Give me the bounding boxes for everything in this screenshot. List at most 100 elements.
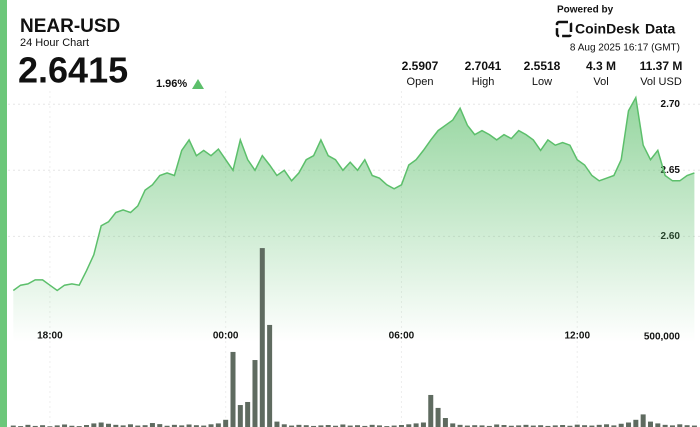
volume-bar: [259, 248, 265, 427]
volume-bar: [398, 425, 404, 427]
brand-name: CoinDesk: [575, 21, 640, 37]
volume-bar: [186, 424, 192, 427]
brand-logo: CoinDesk Data: [555, 20, 676, 38]
volume-bar: [582, 425, 588, 427]
volume-bar: [54, 425, 60, 427]
stat-value: 11.37 M: [640, 59, 683, 73]
volume-bar: [501, 425, 507, 427]
volume-bar: [479, 425, 485, 427]
stat-value: 2.5907: [402, 59, 439, 73]
stat-label: Vol USD: [640, 76, 682, 88]
volume-bar: [545, 425, 551, 427]
volume-bar: [567, 425, 573, 427]
volume-bar: [303, 425, 309, 427]
volume-bar: [494, 424, 500, 427]
chart-title: NEAR-USD: [20, 16, 120, 37]
volume-bar: [98, 422, 104, 427]
volume-bar: [391, 425, 397, 427]
volume-bar: [142, 425, 148, 427]
volume-bar: [523, 424, 529, 427]
volume-bar: [325, 425, 331, 427]
volume-bar: [596, 424, 602, 427]
volume-bar: [604, 424, 610, 427]
y-tick-label: 2.65: [661, 165, 681, 176]
stat-label: High: [472, 76, 495, 88]
volume-bar: [69, 425, 75, 427]
volume-bar: [245, 401, 251, 427]
volume-bar: [530, 425, 536, 427]
volume-bar: [633, 419, 639, 427]
volume-bar: [355, 425, 361, 427]
volume-bar: [376, 425, 382, 427]
volume-bar: [618, 423, 624, 427]
volume-bar: [655, 423, 661, 427]
volume-bar: [626, 422, 632, 427]
volume-bar: [171, 424, 177, 427]
volume-bar: [120, 425, 126, 427]
volume-bar: [574, 424, 580, 427]
volume-bar: [684, 425, 690, 427]
volume-bar: [413, 423, 419, 427]
volume-bar: [208, 424, 214, 427]
volume-bar: [230, 351, 236, 427]
volume-bar: [105, 423, 111, 427]
volume-bar: [669, 425, 675, 427]
volume-bar: [179, 425, 185, 427]
volume-bar: [91, 423, 97, 427]
volume-bar: [296, 424, 302, 427]
volume-bar: [113, 424, 119, 427]
volume-bar: [164, 425, 170, 427]
volume-bar: [149, 423, 155, 427]
volume-bar: [237, 405, 243, 427]
volume-bar: [318, 425, 324, 427]
powered-by: Powered by: [557, 5, 614, 16]
volume-bar: [193, 425, 199, 427]
volume-bar: [369, 424, 375, 427]
volume-bar: [640, 414, 646, 427]
volume-bar: [662, 424, 668, 427]
volume-bar: [40, 425, 46, 427]
y-tick-label: 2.70: [661, 99, 681, 110]
volume-bar: [406, 424, 412, 427]
volume-bar: [486, 425, 492, 427]
volume-bar: [274, 421, 280, 427]
volume-bar: [589, 425, 595, 427]
volume-bar: [516, 425, 522, 427]
price-line: [12, 95, 695, 292]
volume-bar: [457, 424, 463, 427]
stat-value: 2.7041: [465, 59, 502, 73]
stat-label: Vol: [593, 76, 608, 88]
volume-bar: [252, 360, 258, 427]
volume-bar: [677, 424, 683, 427]
volume-bar: [450, 423, 456, 427]
volume-bar: [62, 424, 68, 427]
stat-label: Open: [407, 76, 434, 88]
logo-icon: [555, 20, 573, 38]
volume-bar: [464, 425, 470, 427]
volume-bar: [223, 419, 229, 427]
stat-label: Low: [532, 76, 552, 88]
volume-bar: [215, 423, 221, 427]
volume-bar: [333, 425, 339, 427]
volume-bar: [508, 425, 514, 427]
volume-bar: [552, 425, 558, 427]
volume-bar: [611, 425, 617, 427]
volume-bar: [127, 424, 133, 427]
volume-bar: [10, 425, 16, 427]
stat-value: 2.5518: [524, 59, 561, 73]
volume-bar: [347, 425, 353, 427]
volume-bar: [84, 425, 90, 427]
stat-value: 4.3 M: [586, 59, 616, 73]
volume-bar: [25, 424, 31, 427]
up-arrow: [192, 79, 204, 89]
volume-bar: [32, 425, 38, 427]
volume-bar: [201, 425, 207, 427]
volume-bar: [135, 425, 141, 427]
accent-bar: [0, 0, 7, 427]
volume-bar: [428, 394, 434, 427]
volume-bar: [435, 407, 441, 427]
volume-bar: [560, 425, 566, 427]
volume-bar: [340, 424, 346, 427]
price-change: 1.96%: [156, 78, 187, 90]
volume-bar: [267, 324, 273, 427]
